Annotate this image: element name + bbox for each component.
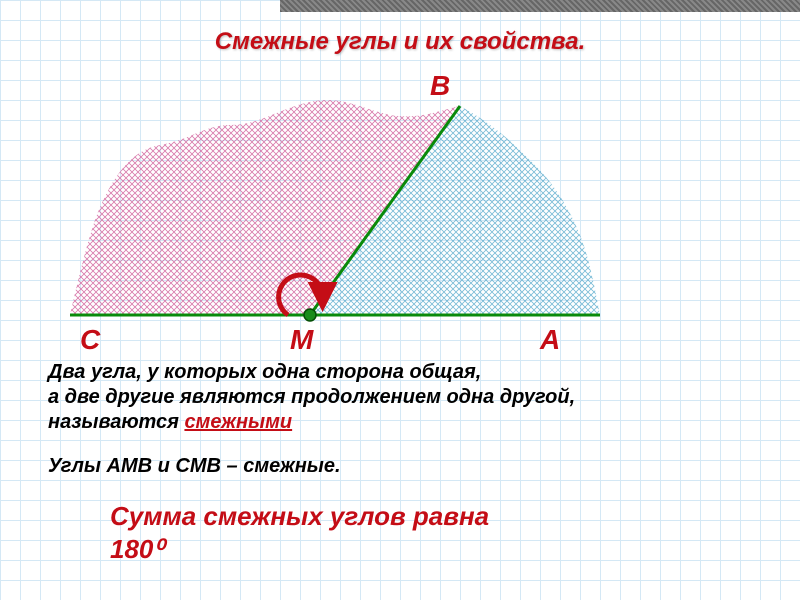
angle-diagram-svg bbox=[60, 70, 620, 340]
angle-diagram bbox=[60, 70, 620, 340]
label-m: М bbox=[290, 324, 313, 356]
theorem-text: Сумма смежных углов равна 180⁰ bbox=[110, 500, 730, 565]
theorem-line1: Сумма смежных углов равна bbox=[110, 501, 489, 531]
definition-line2: а две другие являются продолжением одна … bbox=[48, 386, 575, 408]
top-decorative-bar bbox=[280, 0, 800, 12]
example-text: Углы АМВ и СМВ – смежные. bbox=[48, 454, 341, 479]
definition-term: смежными bbox=[184, 411, 292, 433]
label-a: А bbox=[540, 324, 560, 356]
definition-text: Два угла, у которых одна сторона общая, … bbox=[48, 360, 768, 435]
label-c: С bbox=[80, 324, 100, 356]
definition-line3-prefix: называются bbox=[48, 411, 184, 433]
theorem-line2: 180⁰ bbox=[110, 534, 164, 564]
definition-line1: Два угла, у которых одна сторона общая, bbox=[48, 361, 481, 383]
vertex-point-m bbox=[304, 309, 316, 321]
label-b: В bbox=[430, 70, 450, 102]
slide-title: Смежные углы и их свойства. bbox=[215, 28, 586, 56]
